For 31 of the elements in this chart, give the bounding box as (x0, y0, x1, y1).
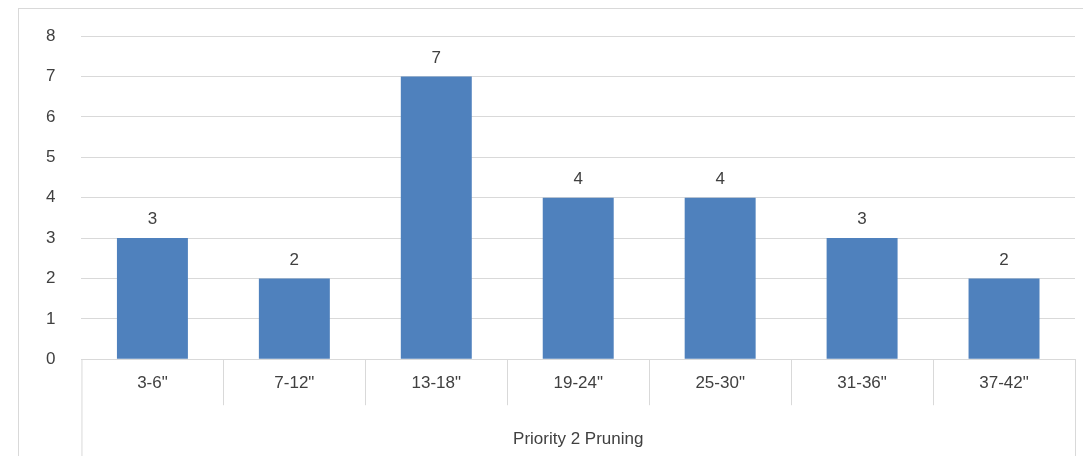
x-tick-label: 25-30" (695, 373, 745, 393)
data-label: 4 (573, 168, 583, 188)
bar (968, 278, 1040, 359)
y-tick-label: 0 (45, 348, 56, 368)
bar (258, 278, 330, 359)
data-label: 3 (147, 209, 158, 229)
x-tick-label: 3-6" (137, 373, 168, 393)
data-label: 3 (857, 209, 867, 229)
y-tick-label: 2 (45, 268, 56, 288)
bar (684, 197, 756, 359)
data-label: 7 (431, 47, 442, 67)
x-tick-label: 19-24" (553, 373, 603, 393)
x-tick-label: 31-36" (837, 373, 887, 393)
y-tick-label: 4 (45, 187, 56, 207)
y-tick-label: 3 (45, 227, 56, 247)
x-tick-label: 7-12" (274, 373, 315, 393)
bar (400, 76, 472, 359)
bar (116, 238, 188, 359)
data-label: 2 (999, 249, 1009, 269)
x-tick-label: 37-42" (979, 373, 1029, 393)
y-tick-label: 6 (45, 106, 56, 126)
y-tick-label: 7 (45, 66, 56, 86)
y-tick-label: 8 (45, 25, 56, 45)
y-tick-label: 5 (45, 147, 56, 167)
bar (542, 197, 614, 359)
data-label: 2 (289, 249, 300, 269)
y-tick-label: 1 (45, 308, 56, 328)
x-axis-title: Priority 2 Pruning (513, 429, 644, 449)
x-tick-label: 13-18" (411, 373, 462, 393)
bar (826, 238, 898, 359)
data-label: 4 (715, 168, 725, 188)
